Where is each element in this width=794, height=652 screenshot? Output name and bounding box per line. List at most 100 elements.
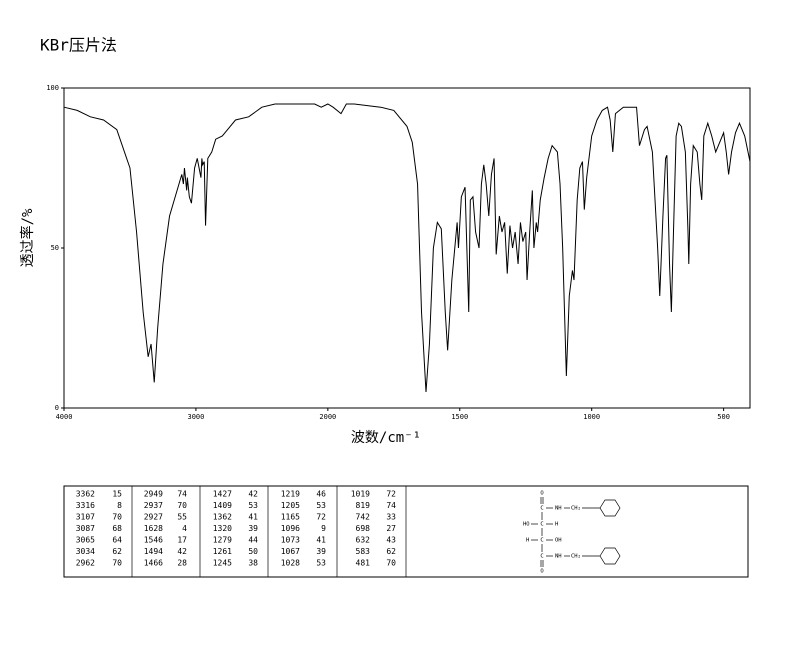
wavenumber: 481 bbox=[356, 559, 371, 568]
ring bbox=[599, 499, 621, 517]
transmittance: 70 bbox=[112, 559, 122, 568]
transmittance: 38 bbox=[248, 559, 258, 568]
atom: CH₂ bbox=[571, 554, 581, 560]
transmittance: 43 bbox=[386, 536, 396, 545]
wavenumber: 1320 bbox=[213, 524, 232, 533]
transmittance: 70 bbox=[177, 501, 187, 510]
wavenumber: 1466 bbox=[144, 559, 163, 568]
y-tick-label: 100 bbox=[46, 84, 59, 92]
y-tick-label: 50 bbox=[51, 244, 59, 252]
plot-frame bbox=[63, 87, 751, 409]
transmittance: 72 bbox=[316, 513, 326, 522]
transmittance: 28 bbox=[177, 559, 187, 568]
transmittance: 39 bbox=[248, 524, 258, 533]
wavenumber: 698 bbox=[356, 524, 371, 533]
atom: HO bbox=[523, 522, 530, 528]
wavenumber: 819 bbox=[356, 501, 371, 510]
wavenumber: 1494 bbox=[144, 547, 163, 556]
y-axis-label: 透过率/% bbox=[19, 208, 36, 267]
atom: OH bbox=[555, 538, 562, 544]
transmittance: 44 bbox=[248, 536, 258, 545]
atom: O bbox=[540, 569, 543, 575]
wavenumber: 1219 bbox=[281, 490, 300, 499]
wavenumber: 3087 bbox=[76, 524, 95, 533]
wavenumber: 1279 bbox=[213, 536, 232, 545]
wavenumber: 2949 bbox=[144, 490, 163, 499]
transmittance: 68 bbox=[112, 524, 122, 533]
transmittance: 9 bbox=[321, 524, 326, 533]
wavenumber: 1362 bbox=[213, 513, 232, 522]
transmittance: 55 bbox=[177, 513, 187, 522]
transmittance: 64 bbox=[112, 536, 122, 545]
ring bbox=[599, 547, 621, 565]
wavenumber: 3316 bbox=[76, 501, 95, 510]
x-tick-label: 4000 bbox=[56, 413, 73, 421]
wavenumber: 742 bbox=[356, 513, 371, 522]
wavenumber: 1409 bbox=[213, 501, 232, 510]
transmittance: 15 bbox=[112, 490, 122, 499]
structure: O C NH CH₂ HO C H H C OH C NH CH₂ O bbox=[523, 491, 621, 575]
transmittance: 62 bbox=[386, 547, 396, 556]
wavenumber: 2962 bbox=[76, 559, 95, 568]
wavenumber: 1019 bbox=[351, 490, 370, 499]
y-tick-label: 0 bbox=[55, 404, 59, 412]
chart-title: KBr压片法 bbox=[40, 36, 117, 55]
x-axis-label: 波数/cm⁻¹ bbox=[351, 430, 421, 446]
wavenumber: 1261 bbox=[213, 547, 232, 556]
wavenumber: 1427 bbox=[213, 490, 232, 499]
transmittance: 27 bbox=[386, 524, 396, 533]
wavenumber: 3362 bbox=[76, 490, 95, 499]
spectrum-line bbox=[63, 103, 751, 393]
peak-table bbox=[63, 485, 749, 578]
atom: C bbox=[540, 522, 543, 528]
wavenumber: 2937 bbox=[144, 501, 163, 510]
wavenumber: 583 bbox=[356, 547, 371, 556]
atom: H bbox=[526, 538, 529, 544]
atom: C bbox=[540, 538, 543, 544]
transmittance: 70 bbox=[386, 559, 396, 568]
transmittance: 50 bbox=[248, 547, 258, 556]
wavenumber: 1073 bbox=[281, 536, 300, 545]
transmittance: 42 bbox=[177, 547, 187, 556]
wavenumber: 3034 bbox=[76, 547, 95, 556]
transmittance: 70 bbox=[112, 513, 122, 522]
atom: NH bbox=[555, 554, 562, 560]
transmittance: 74 bbox=[177, 490, 187, 499]
transmittance: 53 bbox=[248, 501, 258, 510]
transmittance: 42 bbox=[248, 490, 258, 499]
wavenumber: 3107 bbox=[76, 513, 95, 522]
transmittance: 8 bbox=[117, 501, 122, 510]
wavenumber: 632 bbox=[356, 536, 371, 545]
transmittance: 53 bbox=[316, 501, 326, 510]
x-tick-label: 3000 bbox=[187, 413, 204, 421]
atom: C bbox=[540, 554, 543, 560]
wavenumber: 1205 bbox=[281, 501, 300, 510]
transmittance: 4 bbox=[182, 524, 187, 533]
transmittance: 62 bbox=[112, 547, 122, 556]
wavenumber: 1546 bbox=[144, 536, 163, 545]
wavenumber: 1165 bbox=[281, 513, 300, 522]
transmittance: 33 bbox=[386, 513, 396, 522]
transmittance: 17 bbox=[177, 536, 187, 545]
transmittance: 46 bbox=[316, 490, 326, 499]
x-tick-label: 2000 bbox=[319, 413, 336, 421]
transmittance: 41 bbox=[316, 536, 326, 545]
transmittance: 41 bbox=[248, 513, 258, 522]
atom: NH bbox=[555, 506, 562, 512]
transmittance: 72 bbox=[386, 490, 396, 499]
wavenumber: 3065 bbox=[76, 536, 95, 545]
wavenumber: 1628 bbox=[144, 524, 163, 533]
wavenumber: 1028 bbox=[281, 559, 300, 568]
x-tick-label: 1000 bbox=[583, 413, 600, 421]
x-tick-label: 1500 bbox=[451, 413, 468, 421]
atom: O bbox=[540, 491, 543, 497]
x-tick-label: 500 bbox=[717, 413, 730, 421]
transmittance: 74 bbox=[386, 501, 396, 510]
atom: H bbox=[555, 522, 558, 528]
transmittance: 39 bbox=[316, 547, 326, 556]
wavenumber: 1096 bbox=[281, 524, 300, 533]
atom: C bbox=[540, 506, 543, 512]
transmittance: 53 bbox=[316, 559, 326, 568]
wavenumber: 2927 bbox=[144, 513, 163, 522]
